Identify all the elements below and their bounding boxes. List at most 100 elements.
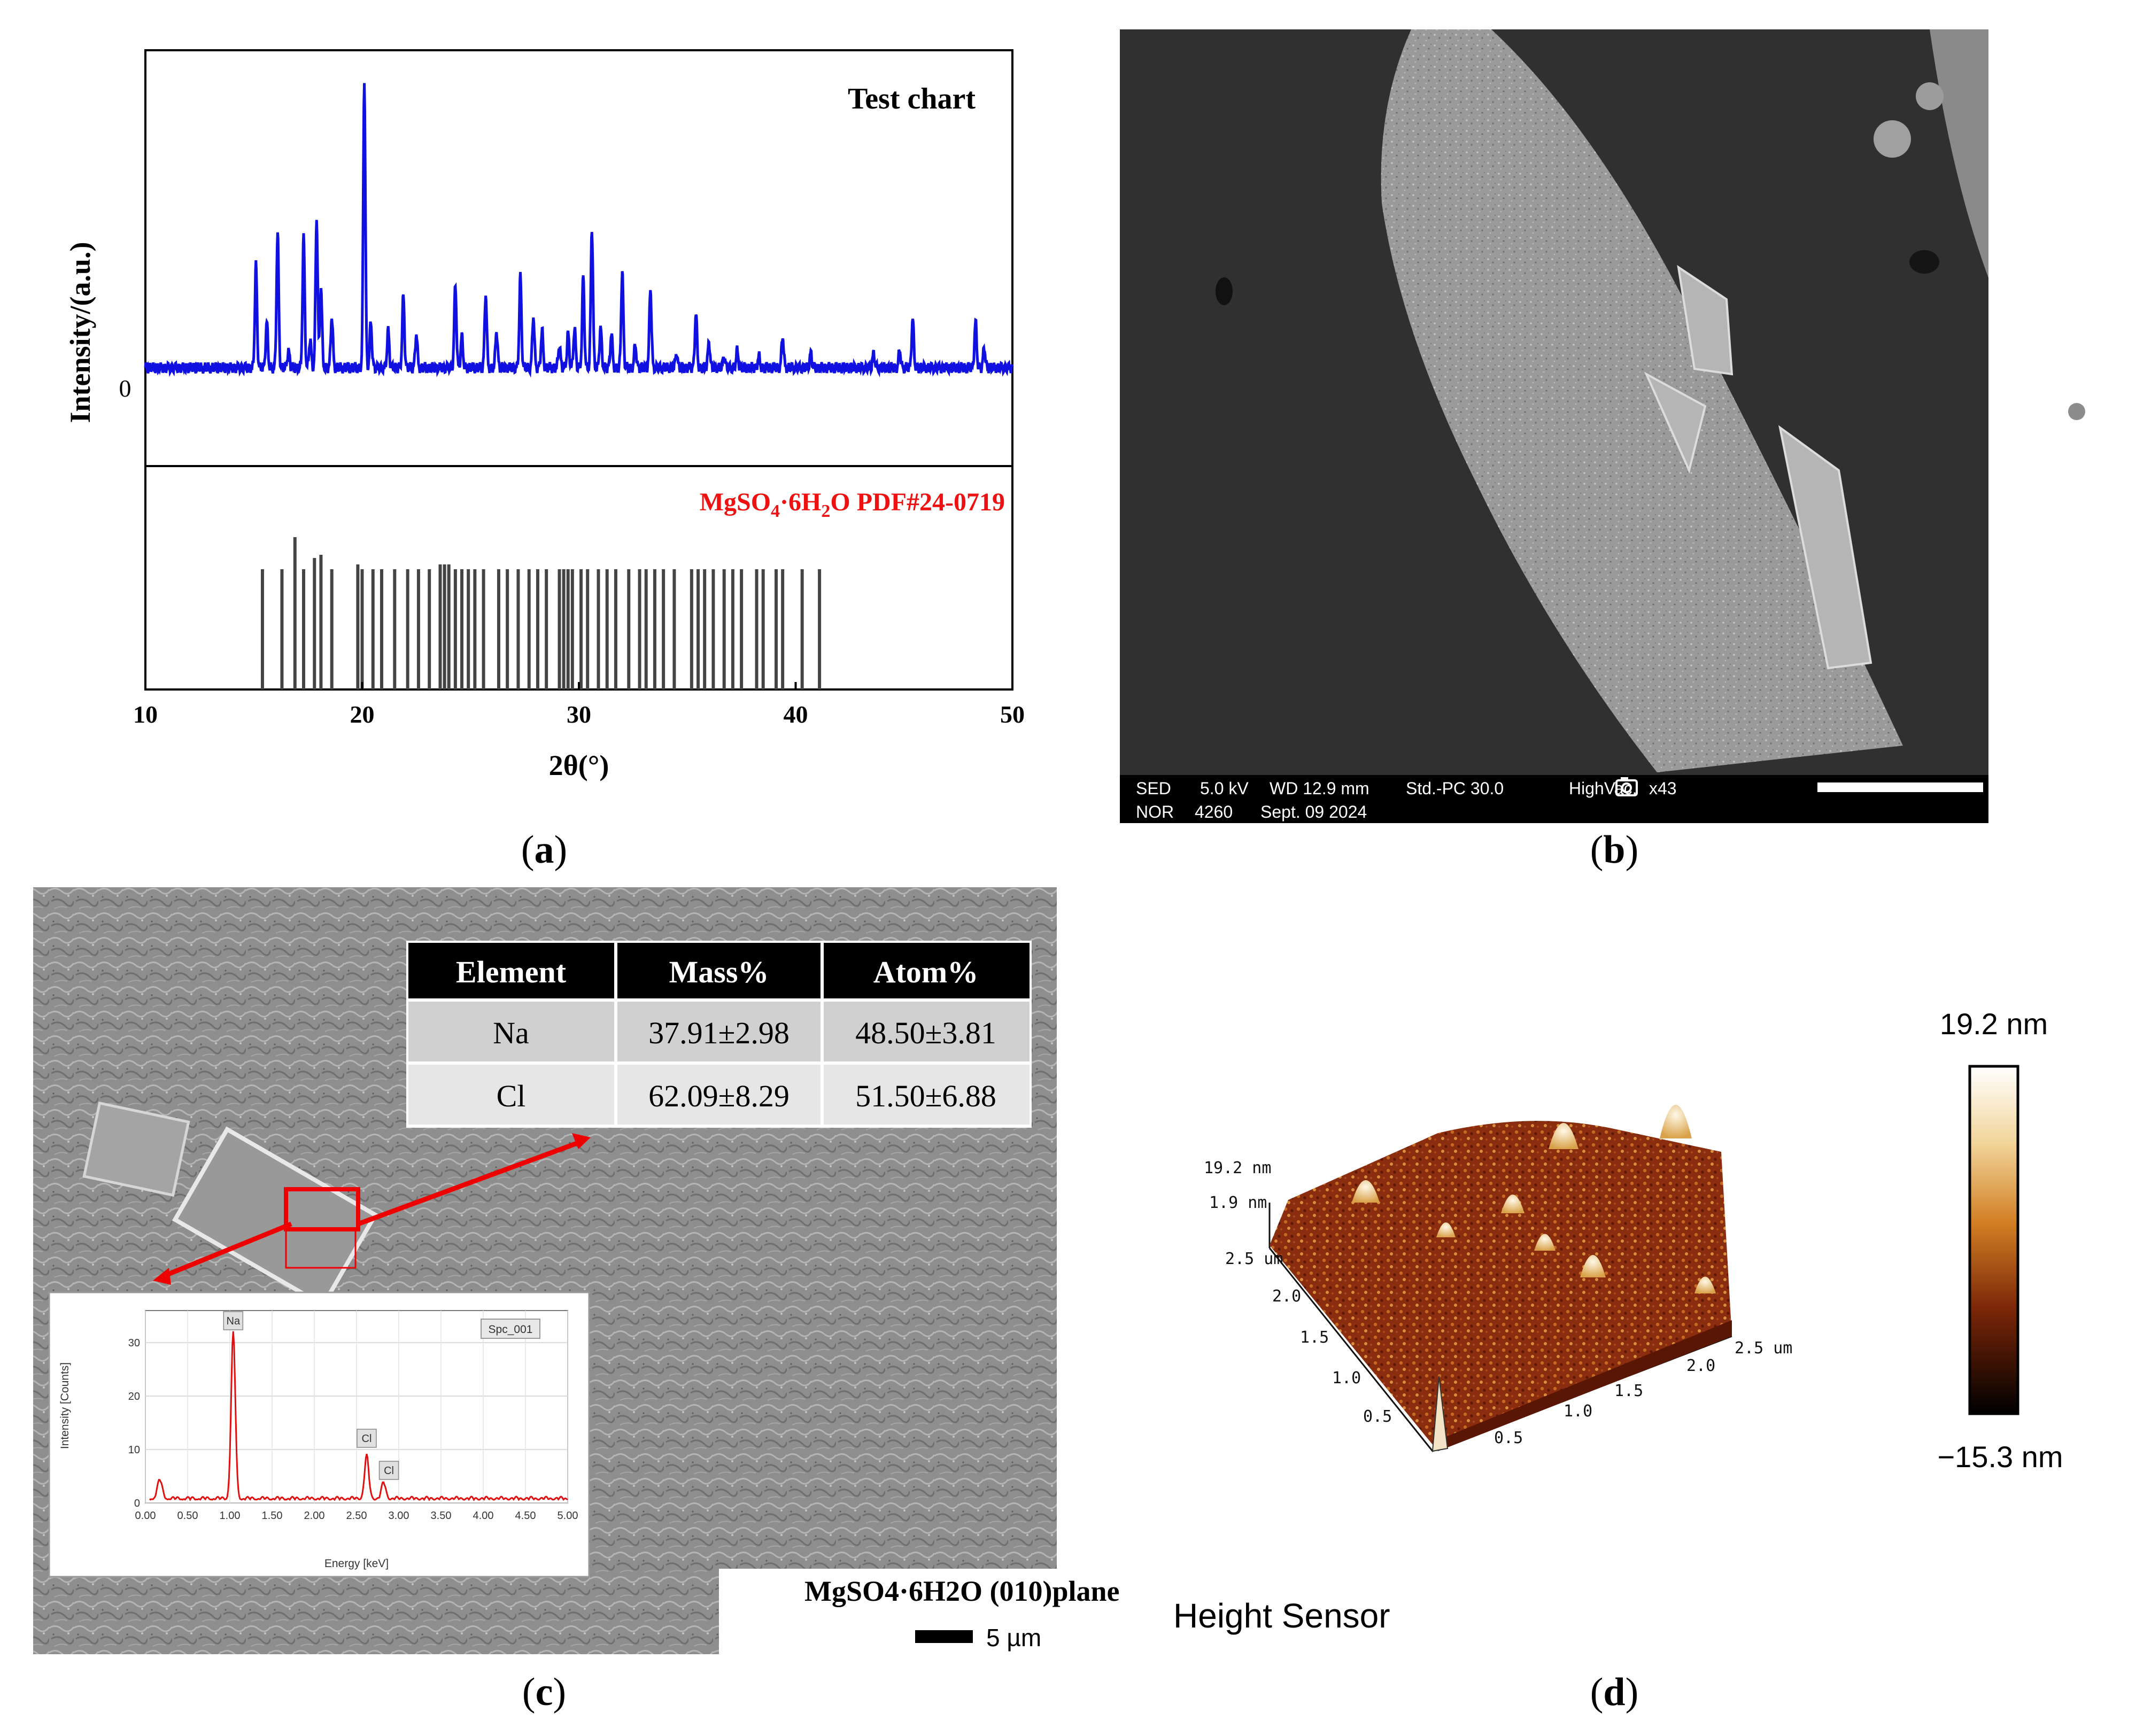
afm-y-tick: 2.5 um — [1225, 1250, 1283, 1268]
eds-legend-box — [481, 1319, 540, 1339]
colorbar-min-label: −15.3 nm — [1937, 1440, 2063, 1474]
xrd-y-axis-label: Intensity/(a.u.) — [64, 242, 96, 423]
panel-label-c: (c) — [522, 1670, 566, 1714]
xrd-lower-frame — [144, 465, 1013, 691]
table-row-cl — [408, 1065, 1030, 1125]
sem-date: Sept. 09 2024 — [1260, 802, 1367, 821]
sem-dark-spot — [1216, 277, 1233, 305]
sem-mode: SED — [1136, 779, 1171, 798]
afm-spike — [1352, 1180, 1380, 1203]
sem-scalebar-label: 500 µm — [1993, 779, 2050, 798]
panel-c-scalebar — [915, 1630, 973, 1643]
eds-peak-box — [378, 1461, 399, 1480]
sem-particle — [1874, 120, 1911, 158]
afm-x-tick: 2.5 um — [1735, 1339, 1792, 1358]
camera-icon — [1615, 777, 1638, 796]
eds-y-tick: 10 — [128, 1444, 140, 1456]
eds-y-tick: 30 — [128, 1337, 140, 1349]
sem-voltage: 5.0 kV — [1200, 779, 1249, 798]
sem-particle — [2068, 403, 2085, 420]
eds-legend: Spc_001 — [489, 1323, 533, 1336]
afm-spike — [1436, 1222, 1456, 1237]
x-tick-label: 40 — [784, 701, 808, 728]
table-cell: Na — [493, 1016, 529, 1050]
test-chart-label: Test chart — [848, 82, 976, 115]
eds-x-axis-label: Energy [keV] — [324, 1557, 389, 1570]
arrow-head — [153, 1268, 171, 1285]
table-header-mass: Mass% — [669, 955, 769, 989]
xrd-pattern-line — [144, 83, 1014, 378]
afm-corner-spike — [1431, 1376, 1449, 1452]
eds-x-tick: 0.00 — [135, 1510, 156, 1522]
table-header-atom: Atom% — [873, 955, 979, 989]
table-cell: Cl — [497, 1079, 526, 1113]
afm-spike — [1580, 1255, 1606, 1277]
eds-y-axis-label: Intensity [Counts] — [59, 1362, 71, 1449]
sem-particle — [1916, 82, 1944, 110]
eds-grid — [145, 1311, 568, 1503]
eds-y-tick: 0 — [134, 1498, 140, 1509]
afm-x-tick: 0.5 — [1494, 1429, 1523, 1447]
arrow-to-table — [357, 1138, 584, 1227]
table-cell: 51.50±6.88 — [855, 1079, 996, 1113]
table-header-row — [408, 943, 1030, 998]
panel-a-xrd-chart: 10 20 30 40 50 Test chart MgSO4·6H2O PDF#24-… — [64, 49, 1025, 781]
sem-scalebar — [1817, 782, 1983, 792]
sem-crystal-flakes — [1644, 265, 1872, 670]
afm-z-mid: 1.9 nm — [1209, 1194, 1267, 1212]
afm-x-tick: 1.0 — [1564, 1402, 1592, 1421]
eds-spectrum-line — [149, 1331, 568, 1501]
afm-y-tick: 0.5 — [1363, 1407, 1392, 1426]
afm-spike — [1549, 1123, 1578, 1149]
afm-spike — [1534, 1234, 1555, 1251]
colorbar-max-label: 19.2 nm — [1940, 1007, 2048, 1041]
eds-x-tick: 5.00 — [558, 1510, 578, 1522]
eds-x-tick: 4.00 — [473, 1510, 494, 1522]
sem-std: Std.-PC 30.0 — [1406, 779, 1504, 798]
eds-peak-box — [357, 1429, 377, 1448]
afm-spike — [1660, 1105, 1692, 1138]
afm-spike — [1694, 1276, 1716, 1293]
eds-axis-ticks: 0 10 20 30 0.00 0.50 1.00 1.50 2.00 2.50 3.00 3.50 4… — [128, 1337, 578, 1522]
eds-x-tick: 1.00 — [220, 1510, 241, 1522]
reference-label: MgSO4·6H2O PDF#24-0719 — [700, 488, 1005, 521]
afm-y-tick: 1.0 — [1332, 1369, 1361, 1388]
sem-info-bar — [1120, 775, 1988, 823]
x-tick-label: 20 — [350, 701, 375, 728]
sem-fiber — [1381, 29, 1903, 772]
xrd-zero-label: 0 — [119, 375, 131, 402]
afm-surface-edge — [1438, 1320, 1732, 1451]
eds-x-tick: 1.50 — [262, 1510, 283, 1522]
sem-nor: NOR — [1136, 802, 1174, 821]
afm-y-tick: 1.5 — [1300, 1328, 1329, 1347]
afm-surface — [1270, 1121, 1732, 1451]
x-tick-label: 30 — [567, 701, 591, 728]
reference-sticks — [260, 537, 822, 689]
x-tick-label: 50 — [1000, 701, 1025, 728]
eds-table: Element Mass% Atom% Na 37.91±2.98 48.50±… — [406, 941, 1032, 1128]
eds-peak-label: Na — [227, 1315, 241, 1327]
xrd-x-axis: 10 20 30 40 50 — [133, 682, 1025, 728]
eds-inset: 0 10 20 30 0.00 0.50 1.00 1.50 2.00 2.50 3.00 3.50 4… — [48, 1291, 590, 1578]
eds-x-tick: 2.50 — [346, 1510, 367, 1522]
panel-label-b: (b) — [1590, 828, 1638, 872]
crystal-outline — [172, 1126, 378, 1308]
white-margin — [719, 1569, 1066, 1657]
table-cell: 37.91±2.98 — [648, 1016, 790, 1050]
sem-info-text: SED 5.0 kV WD 12.9 mm Std.-PC 30.0 HighV… — [1136, 779, 2050, 821]
crystal-outline — [82, 1101, 190, 1197]
selection-shadow — [285, 1228, 357, 1269]
panel-c-caption: MgSO4·6H2O (010)plane — [804, 1575, 1120, 1607]
eds-x-tick: 0.50 — [177, 1510, 198, 1522]
afm-x-tick: 1.5 — [1614, 1382, 1643, 1400]
afm-x-tick: 2.0 — [1686, 1357, 1715, 1375]
panel-label-a: (a) — [521, 828, 567, 872]
panel-c-sem-eds: Element Mass% Atom% Na 37.91±2.98 48.50±… — [33, 887, 1120, 1657]
table-cell: 48.50±3.81 — [855, 1016, 996, 1050]
afm-z-top: 19.2 nm — [1204, 1159, 1271, 1177]
afm-spike — [1501, 1195, 1524, 1213]
panel-d-afm: 19.2 nm 1.9 nm 2.5 um 2.0 1.5 1.0 0.5 0.… — [1173, 1007, 2063, 1635]
sem-mag: x43 — [1649, 779, 1677, 798]
panel-c-scalebar-label: 5 µm — [986, 1624, 1041, 1652]
